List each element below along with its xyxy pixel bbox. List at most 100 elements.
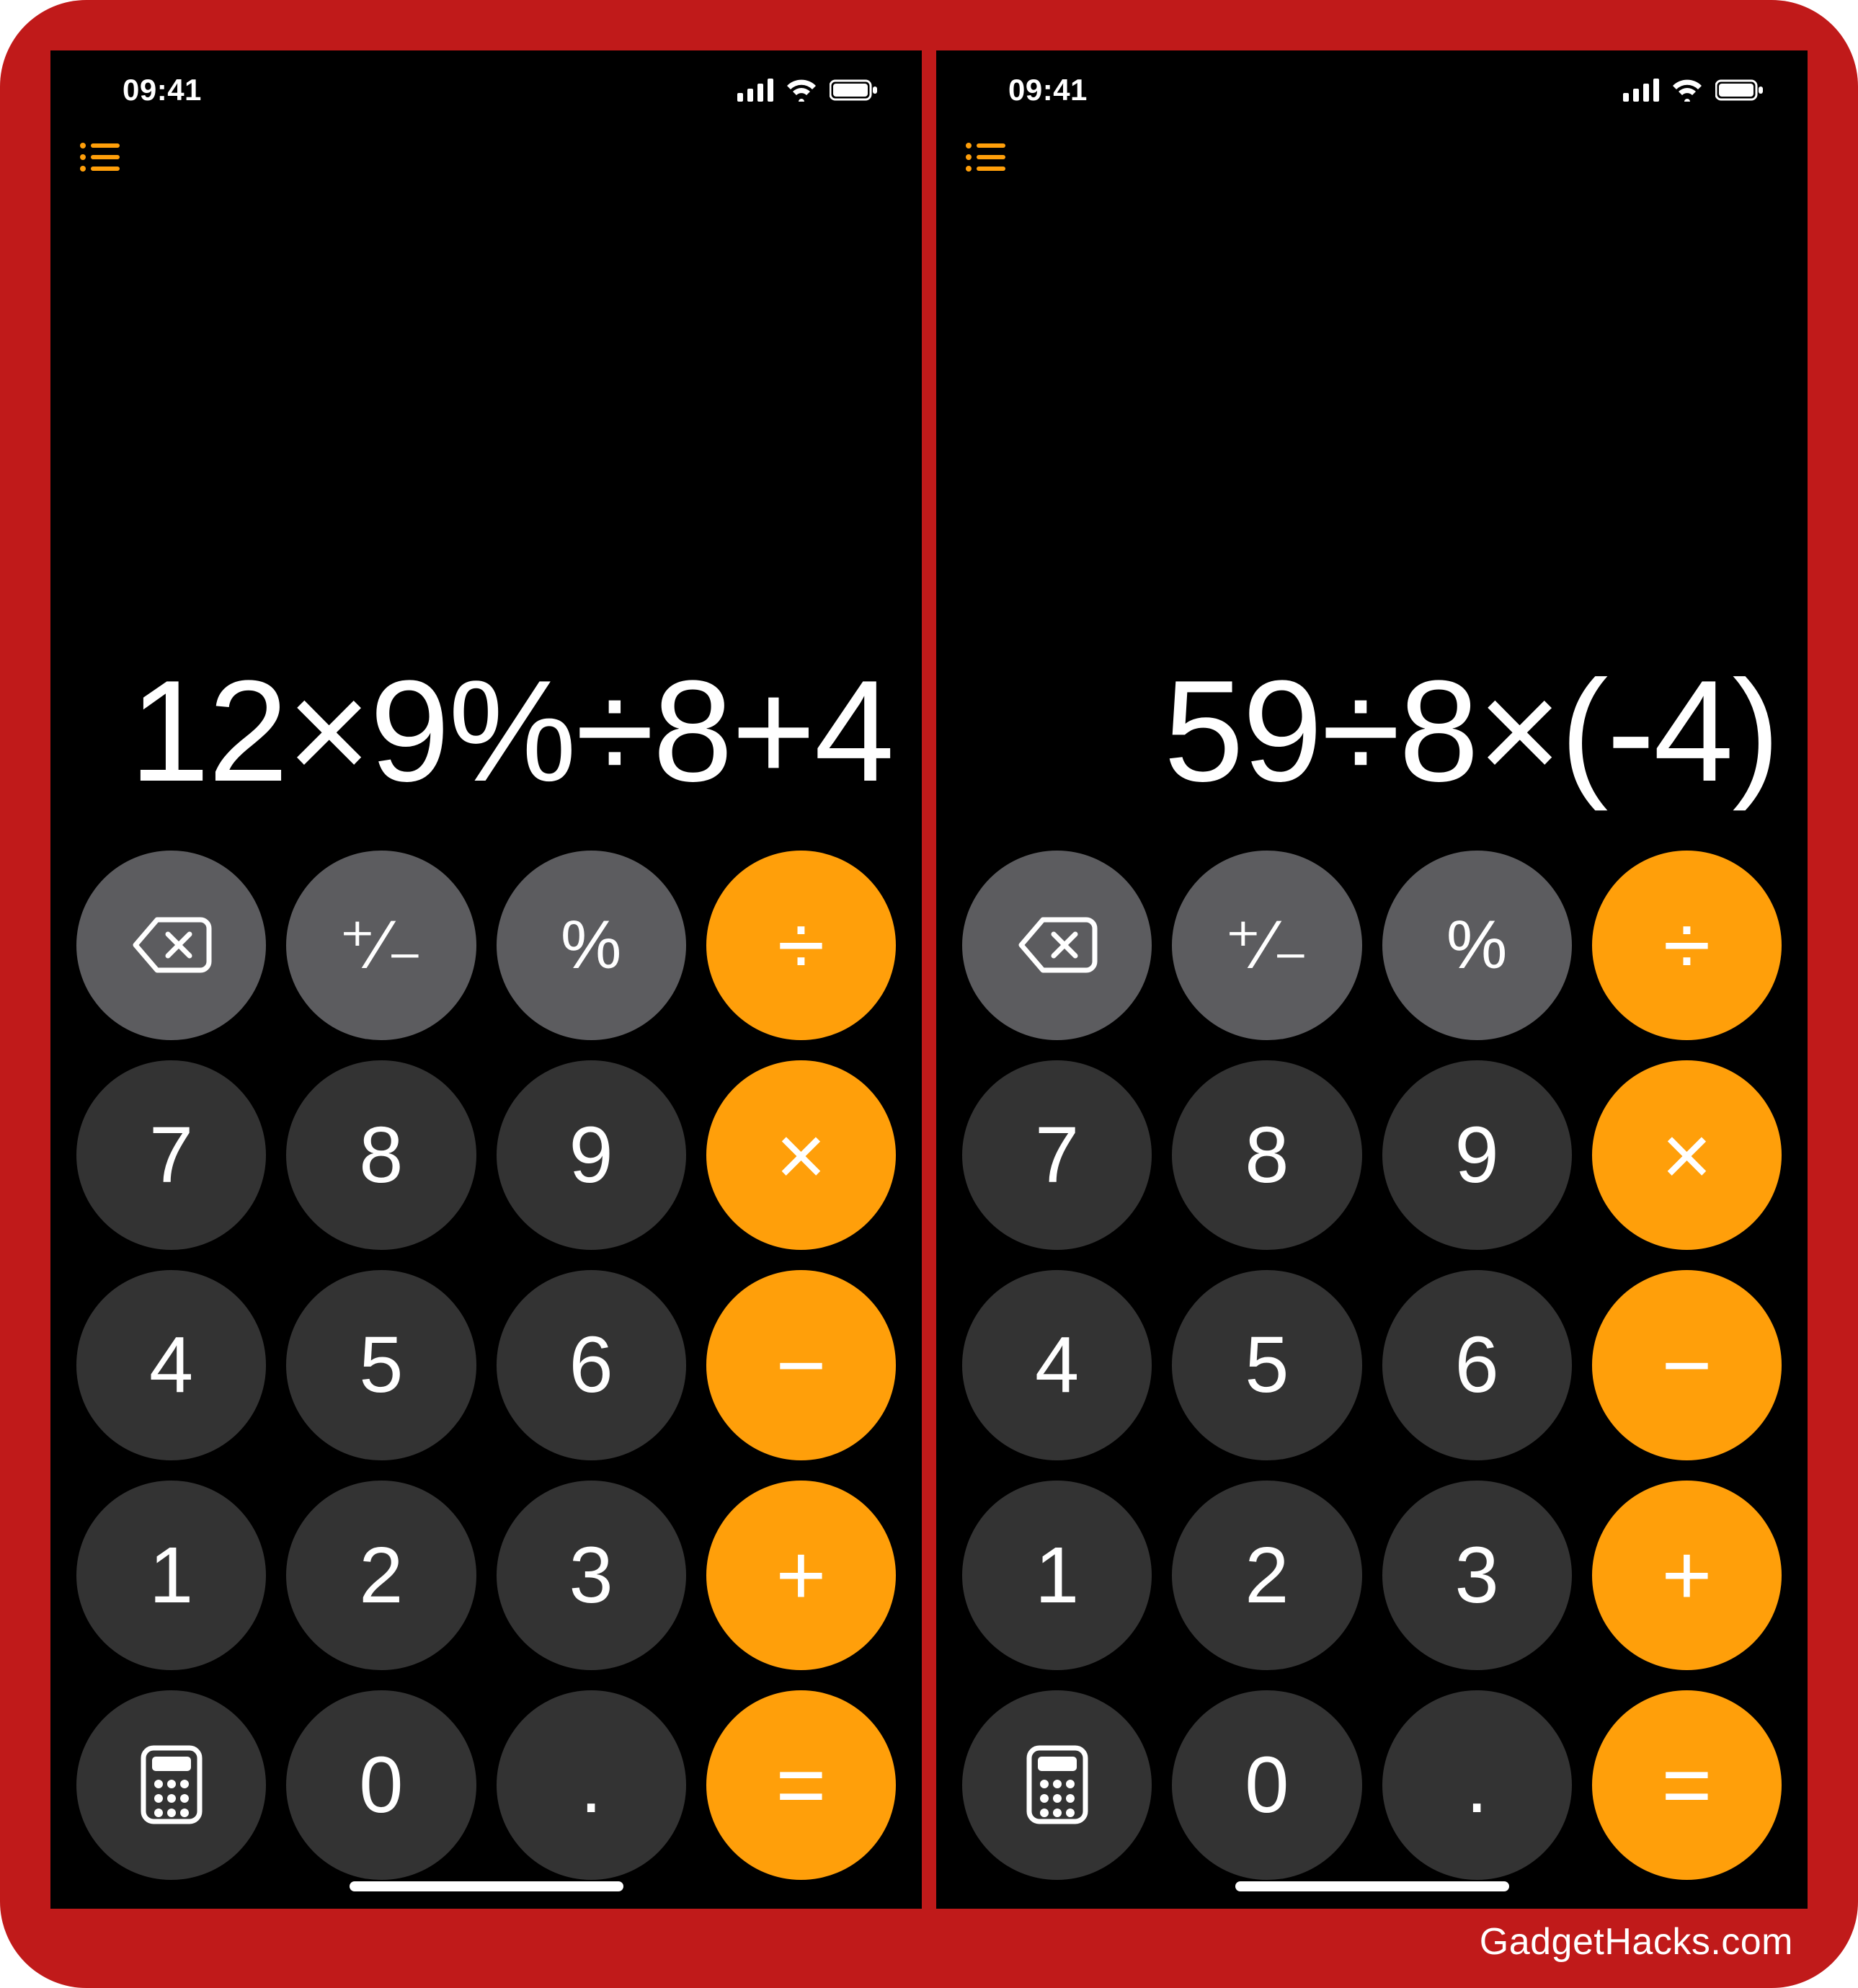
key-4[interactable]: 4: [76, 1270, 266, 1460]
key-2[interactable]: 2: [1172, 1481, 1361, 1670]
key-label: 3: [1455, 1530, 1499, 1621]
expression-display: 12×9%÷8+4: [130, 656, 893, 807]
key-decimal[interactable]: .: [497, 1690, 686, 1880]
key-equals[interactable]: =: [1592, 1690, 1782, 1880]
phone-screen-left: 09:41 12×9%÷8+4 ⁺∕₋% ÷ 7 8 9 × 4 5 6 − 1 2 3 +0. =: [50, 50, 922, 1909]
key-multiply[interactable]: ×: [1592, 1060, 1782, 1250]
key-label: %: [1446, 906, 1507, 985]
key-8[interactable]: 8: [286, 1060, 476, 1250]
keypad: ⁺∕₋% ÷ 7 8 9 × 4 5 6 − 12 3 +0. =: [936, 851, 1808, 1909]
key-label: 4: [149, 1319, 193, 1411]
key-minus[interactable]: −: [706, 1270, 896, 1460]
key-percent[interactable]: %: [1382, 851, 1572, 1040]
key-label: ×: [775, 1106, 826, 1205]
key-6[interactable]: 6: [497, 1270, 686, 1460]
keypad: ⁺∕₋% ÷ 7 8 9 × 4 5 6 − 1 2 3 +0. =: [50, 851, 922, 1909]
key-percent[interactable]: %: [497, 851, 686, 1040]
key-label: 0: [359, 1739, 403, 1831]
key-label: 3: [569, 1530, 613, 1621]
key-backspace[interactable]: [76, 851, 266, 1040]
key-8[interactable]: 8: [1172, 1060, 1361, 1250]
key-minus[interactable]: −: [1592, 1270, 1782, 1460]
key-backspace[interactable]: [962, 851, 1152, 1040]
display-area: 59÷8×(-4): [936, 195, 1808, 851]
key-label: 2: [359, 1530, 403, 1621]
key-7[interactable]: 7: [76, 1060, 266, 1250]
key-7[interactable]: 7: [962, 1060, 1152, 1250]
key-1[interactable]: 1: [962, 1481, 1152, 1670]
key-label: 6: [569, 1319, 613, 1411]
list-icon: [79, 142, 120, 172]
key-plusminus[interactable]: ⁺∕₋: [1172, 851, 1361, 1040]
key-multiply[interactable]: ×: [706, 1060, 896, 1250]
key-3[interactable]: 3: [1382, 1481, 1572, 1670]
status-icons: [737, 79, 879, 102]
key-label: 4: [1035, 1319, 1079, 1411]
key-label: 5: [1245, 1319, 1289, 1411]
status-bar: 09:41: [50, 50, 922, 130]
key-5[interactable]: 5: [286, 1270, 476, 1460]
key-divide[interactable]: ÷: [1592, 851, 1782, 1040]
key-label: %: [561, 906, 621, 985]
history-row: [50, 130, 922, 195]
key-5[interactable]: 5: [1172, 1270, 1361, 1460]
key-label: 6: [1455, 1319, 1499, 1411]
key-label: +: [775, 1525, 826, 1625]
key-label: .: [1466, 1739, 1488, 1831]
wifi-icon: [785, 79, 818, 102]
key-label: ×: [1661, 1106, 1712, 1205]
home-indicator[interactable]: [350, 1881, 623, 1891]
key-mode[interactable]: [962, 1690, 1152, 1880]
key-label: 8: [359, 1109, 403, 1201]
history-button[interactable]: [79, 137, 120, 177]
wifi-icon: [1671, 79, 1704, 102]
key-3[interactable]: 3: [497, 1481, 686, 1670]
key-decimal[interactable]: .: [1382, 1690, 1572, 1880]
key-label: 9: [569, 1109, 613, 1201]
key-equals[interactable]: =: [706, 1690, 896, 1880]
backspace-icon: [128, 913, 215, 977]
key-4[interactable]: 4: [962, 1270, 1152, 1460]
comparison-frame: 09:41 12×9%÷8+4 ⁺∕₋%÷789×456−123+0.=: [0, 0, 1858, 1988]
key-9[interactable]: 9: [497, 1060, 686, 1250]
key-2[interactable]: 2: [286, 1481, 476, 1670]
list-icon: [965, 142, 1005, 172]
key-label: 5: [359, 1319, 403, 1411]
watermark-text: GadgetHacks.com: [1480, 1920, 1793, 1963]
key-label: .: [580, 1739, 603, 1831]
key-plus[interactable]: +: [706, 1481, 896, 1670]
history-button[interactable]: [965, 137, 1005, 177]
key-label: −: [1661, 1315, 1712, 1415]
key-6[interactable]: 6: [1382, 1270, 1572, 1460]
key-plus[interactable]: +: [1592, 1481, 1782, 1670]
key-0[interactable]: 0: [286, 1690, 476, 1880]
key-mode[interactable]: [76, 1690, 266, 1880]
key-label: 1: [149, 1530, 193, 1621]
calculator-icon: [139, 1745, 204, 1824]
key-plusminus[interactable]: ⁺∕₋: [286, 851, 476, 1040]
history-row: [936, 130, 1808, 195]
key-1[interactable]: 1: [76, 1481, 266, 1670]
cellular-signal-icon: [737, 79, 773, 102]
status-bar: 09:41: [936, 50, 1808, 130]
key-label: ÷: [777, 895, 824, 995]
expression-display: 59÷8×(-4): [1164, 656, 1779, 807]
key-label: 7: [1035, 1109, 1079, 1201]
home-indicator[interactable]: [1235, 1881, 1509, 1891]
cellular-signal-icon: [1623, 79, 1659, 102]
key-label: 0: [1245, 1739, 1289, 1831]
key-9[interactable]: 9: [1382, 1060, 1572, 1250]
key-label: 8: [1245, 1109, 1289, 1201]
phone-screen-right: 09:41 59÷8×(-4) ⁺∕₋% ÷ 7 8 9 × 4 5 6 − 12 3 +0. =: [936, 50, 1808, 1909]
key-divide[interactable]: ÷: [706, 851, 896, 1040]
key-label: +: [1661, 1525, 1712, 1625]
calculator-icon: [1025, 1745, 1090, 1824]
key-label: −: [775, 1315, 826, 1415]
key-0[interactable]: 0: [1172, 1690, 1361, 1880]
key-label: 9: [1455, 1109, 1499, 1201]
status-icons: [1623, 79, 1764, 102]
key-label: =: [775, 1735, 826, 1834]
battery-icon: [1715, 79, 1764, 102]
key-label: =: [1661, 1735, 1712, 1834]
key-label: ÷: [1663, 895, 1710, 995]
